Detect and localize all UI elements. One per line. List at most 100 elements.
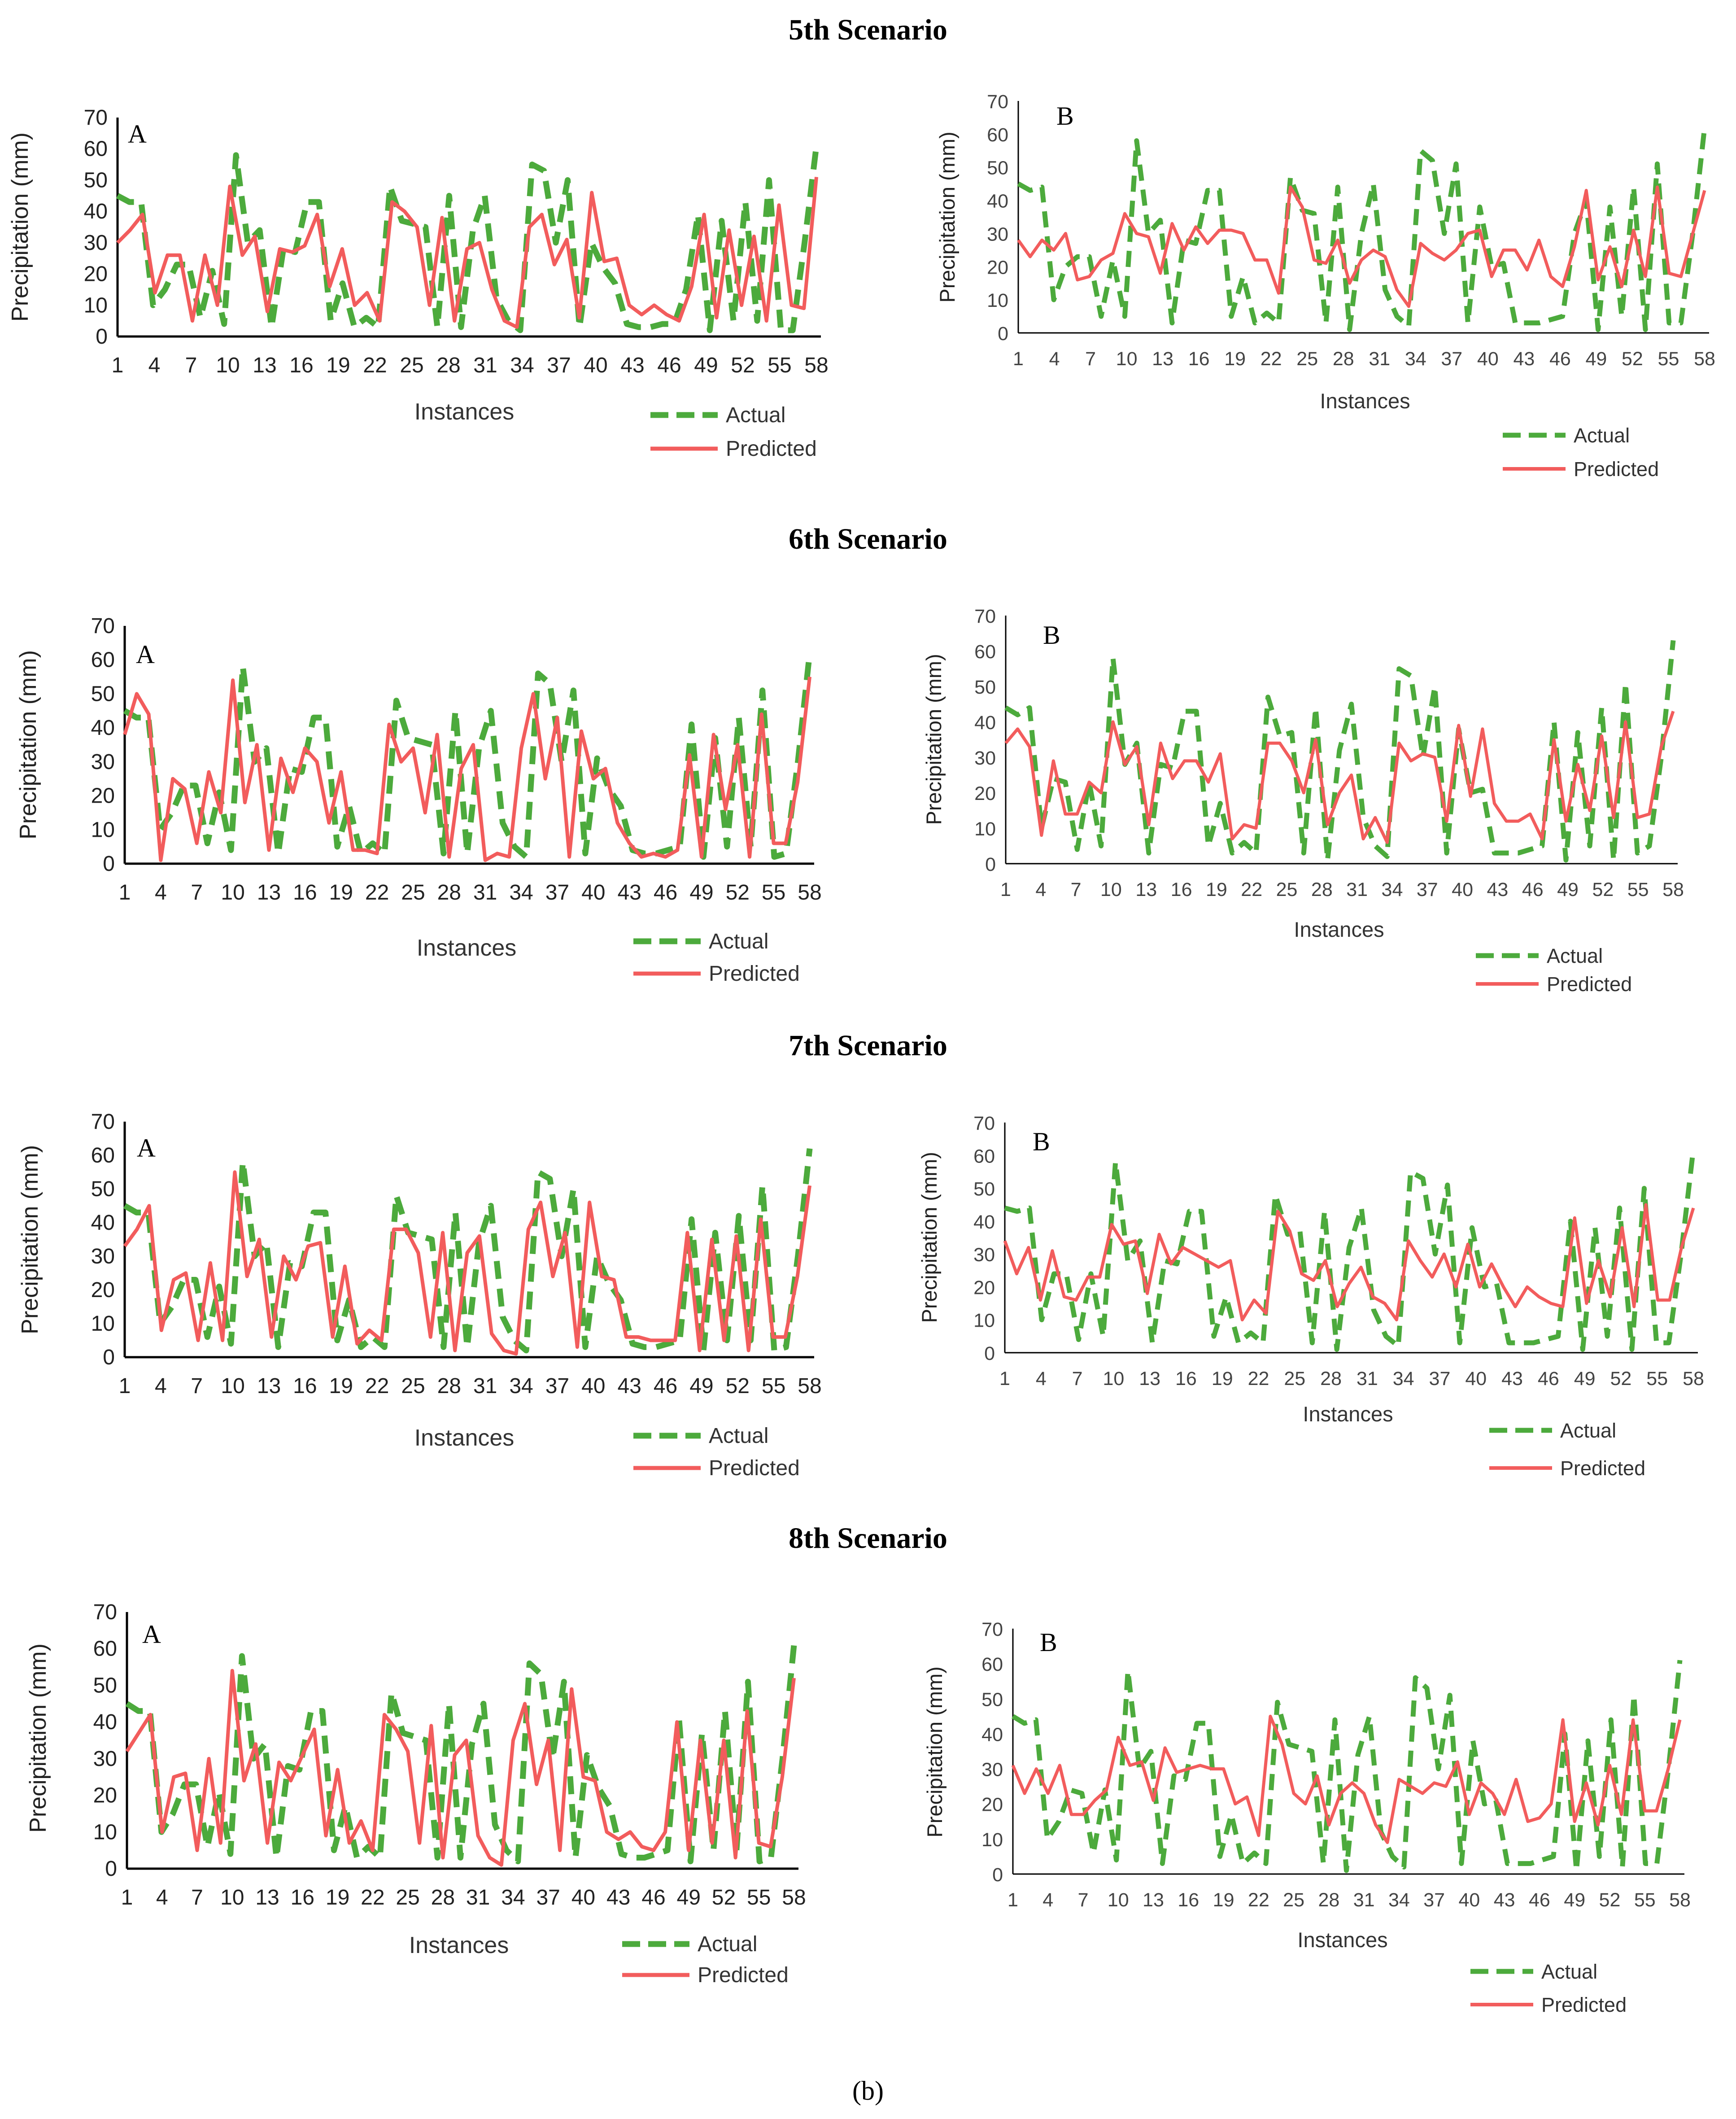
x-tick-label: 28 (1320, 1368, 1342, 1389)
x-tick-label: 52 (731, 354, 755, 377)
figure-caption: (b) (852, 2076, 884, 2106)
x-tick-label: 19 (1206, 879, 1227, 900)
y-tick-label: 60 (91, 648, 115, 672)
y-tick-label: 0 (105, 1857, 117, 1881)
x-tick-label: 49 (1574, 1368, 1596, 1389)
series-line-predicted (1011, 1714, 1682, 1844)
x-tick-label: 28 (1318, 1889, 1339, 1911)
y-tick-label: 70 (981, 1619, 1003, 1640)
x-tick-label: 52 (726, 1374, 750, 1398)
series-line-predicted (1004, 711, 1675, 844)
x-axis-title: Instances (1297, 1928, 1387, 1952)
y-tick-label: 10 (981, 1829, 1003, 1851)
x-tick-label: 40 (1452, 879, 1473, 900)
x-tick-label: 46 (1549, 348, 1571, 370)
x-tick-label: 10 (216, 354, 240, 377)
x-tick-label: 49 (689, 1374, 713, 1398)
x-tick-label: 46 (654, 881, 677, 904)
legend-label-actual: Actual (726, 403, 785, 427)
x-tick-label: 55 (1627, 879, 1649, 900)
x-tick-label: 37 (1441, 348, 1462, 370)
y-tick-label: 30 (973, 1244, 995, 1266)
x-tick-label: 22 (1241, 879, 1262, 900)
y-tick-label: 40 (91, 1211, 115, 1235)
legend-label-predicted: Predicted (709, 962, 800, 986)
panel-label: B (1043, 620, 1060, 650)
x-tick-label: 1 (999, 1368, 1010, 1389)
x-tick-label: 46 (657, 354, 681, 377)
chart-s6B: 0 10 20 30 40 50 60 70 1 4 7 10 13 16 19 22 25 28 31 34 37 40… (922, 606, 1684, 996)
series-line-actual (125, 1644, 797, 1865)
x-tick-label: 16 (1188, 348, 1210, 370)
x-tick-label: 1 (1013, 348, 1024, 370)
y-tick-label: 20 (91, 1278, 115, 1302)
y-tick-label: 0 (984, 1343, 995, 1364)
chart-s7A: 0 10 20 30 40 50 60 70 1 4 7 10 13 16 19 22 25 28 31 34 37 40… (17, 1110, 822, 1480)
x-tick-label: 46 (1538, 1368, 1559, 1389)
y-axis-title: Precipitation (mm) (17, 1145, 43, 1334)
series-line-predicted (116, 177, 818, 329)
x-tick-label: 19 (1213, 1889, 1234, 1911)
y-tick-label: 10 (91, 818, 115, 842)
x-tick-label: 34 (1405, 348, 1426, 370)
x-tick-label: 43 (617, 881, 641, 904)
x-tick-label: 28 (1333, 348, 1354, 370)
y-tick-label: 0 (96, 325, 108, 349)
y-tick-label: 40 (973, 1211, 995, 1233)
y-tick-label: 40 (981, 1724, 1003, 1745)
x-tick-label: 58 (782, 1886, 806, 1909)
x-tick-label: 1 (121, 1886, 133, 1909)
scenario-title-7th: 7th Scenario (789, 1029, 947, 1062)
x-tick-label: 7 (191, 1886, 203, 1909)
x-tick-label: 28 (1311, 879, 1333, 900)
x-tick-label: 7 (1078, 1889, 1089, 1911)
x-tick-label: 4 (1049, 348, 1060, 370)
x-tick-label: 40 (1465, 1368, 1487, 1389)
chart-s8B: 0 10 20 30 40 50 60 70 1 4 7 10 13 16 19 22 25 28 31 34 37 40… (923, 1619, 1691, 2016)
x-tick-label: 10 (1116, 348, 1138, 370)
chart-s8A: 0 10 20 30 40 50 60 70 1 4 7 10 13 16 19 22 25 28 31 34 37 40… (25, 1600, 806, 1987)
y-tick-label: 40 (84, 200, 108, 223)
x-tick-label: 22 (1261, 348, 1282, 370)
x-tick-label: 16 (293, 1374, 317, 1398)
y-tick-label: 0 (103, 1346, 115, 1369)
y-tick-label: 30 (84, 231, 108, 255)
y-tick-label: 30 (987, 223, 1008, 245)
x-axis-title: Instances (414, 1425, 515, 1451)
panel-label: A (142, 1620, 161, 1649)
x-tick-label: 34 (509, 881, 533, 904)
x-tick-label: 43 (1513, 348, 1535, 370)
x-tick-label: 28 (437, 881, 461, 904)
x-tick-label: 49 (1585, 348, 1607, 370)
x-tick-label: 55 (1634, 1889, 1656, 1911)
legend-label-predicted: Predicted (709, 1456, 800, 1480)
x-tick-label: 13 (255, 1886, 279, 1909)
x-tick-label: 46 (1529, 1889, 1550, 1911)
x-tick-label: 31 (1353, 1889, 1375, 1911)
x-tick-label: 13 (257, 881, 281, 904)
x-tick-label: 13 (1152, 348, 1173, 370)
y-tick-label: 40 (93, 1710, 117, 1734)
x-tick-label: 1 (1000, 879, 1011, 900)
y-tick-label: 70 (974, 606, 996, 627)
x-tick-label: 37 (547, 354, 571, 377)
y-tick-label: 0 (992, 1864, 1003, 1886)
x-tick-label: 4 (1036, 1368, 1047, 1389)
x-tick-label: 19 (326, 354, 350, 377)
legend-label-actual: Actual (1547, 944, 1603, 967)
legend-label-predicted: Predicted (1560, 1457, 1645, 1480)
y-tick-label: 50 (973, 1179, 995, 1200)
x-tick-label: 37 (545, 881, 569, 904)
x-tick-label: 19 (326, 1886, 349, 1909)
y-tick-label: 10 (91, 1312, 115, 1336)
x-tick-label: 28 (436, 354, 460, 377)
series-line-predicted (125, 1669, 796, 1867)
scenario-title-5th: 5th Scenario (789, 13, 947, 46)
legend-label-actual: Actual (709, 1424, 768, 1448)
x-tick-label: 31 (473, 1374, 497, 1398)
x-axis-title: Instances (417, 935, 517, 961)
y-tick-label: 70 (973, 1113, 995, 1134)
y-axis-title: Precipitation (mm) (917, 1152, 941, 1323)
y-tick-label: 70 (91, 1110, 115, 1134)
x-tick-label: 16 (293, 881, 317, 904)
